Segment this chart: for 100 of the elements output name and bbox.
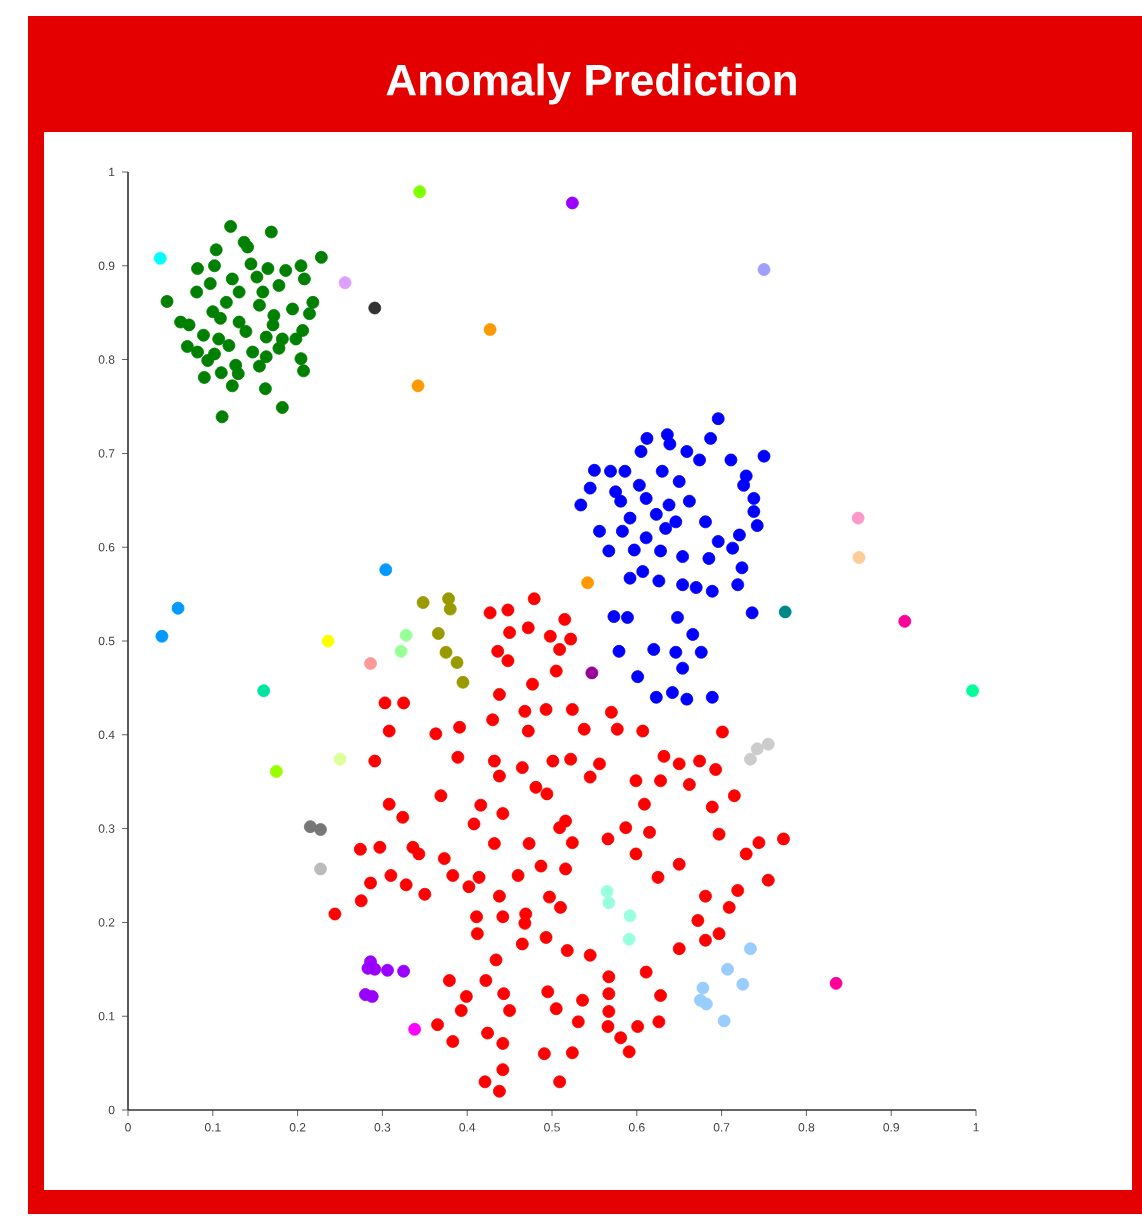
point [303,307,316,321]
point [623,909,637,923]
point [253,359,266,373]
point [736,977,750,991]
point [244,257,258,271]
point [408,1022,422,1036]
point [696,981,710,995]
chart-title: Anomaly Prediction [386,63,796,105]
point [215,410,229,424]
point [174,315,187,329]
point [225,379,239,393]
point [258,382,272,396]
point [321,634,335,648]
point [364,657,377,670]
point [439,645,453,659]
point [153,251,167,265]
point [257,684,271,698]
point [365,990,379,1003]
point [397,964,411,978]
point [851,511,865,525]
point [246,345,260,359]
point [272,279,286,292]
point [306,295,320,309]
point [197,371,211,384]
point [275,401,289,414]
point [744,752,757,766]
point [241,240,254,254]
point [155,629,169,643]
point [224,219,238,233]
point [266,318,280,332]
point [191,262,204,275]
point [411,379,425,393]
point [180,340,194,353]
point [431,627,445,640]
point [699,997,713,1011]
point [565,196,579,210]
point [442,592,455,606]
point [203,277,217,291]
point [314,250,328,264]
point [338,276,352,290]
point [279,264,293,277]
point [416,596,430,609]
point [232,285,246,299]
point [206,305,220,319]
point [333,752,347,766]
point [256,285,270,299]
point [757,263,771,276]
point [778,605,792,619]
point [394,644,408,658]
point [261,262,275,275]
point [622,932,636,946]
point [253,298,266,312]
point [264,225,278,239]
point [829,976,843,990]
point [294,352,308,366]
point [297,364,310,378]
point [171,601,185,615]
point [898,614,912,628]
point [275,332,289,346]
point [750,742,764,756]
point [381,963,394,977]
point [966,684,980,698]
point [294,259,308,273]
point [303,820,317,834]
point [399,628,413,642]
point [721,962,734,976]
point [585,666,599,680]
point [212,332,226,346]
point [219,295,233,309]
point [314,862,327,876]
point [852,551,866,564]
point [231,367,245,381]
point [250,270,264,284]
point [190,285,204,299]
point [160,295,174,308]
point [286,302,299,316]
point [296,324,310,337]
point [289,332,303,346]
point [239,325,253,338]
point [225,272,239,286]
point [314,823,327,836]
point [600,885,614,898]
point [222,339,236,352]
point [368,301,382,315]
point [450,656,464,669]
point [259,330,273,344]
point [581,576,595,590]
point [232,315,246,329]
point [270,764,283,778]
point [602,896,616,910]
point [197,328,210,342]
point [744,942,757,956]
point [413,185,427,199]
point [717,1014,731,1028]
point [443,602,457,616]
point [209,243,223,257]
point [201,354,215,367]
point [761,737,775,751]
point [214,366,228,380]
point [297,272,311,286]
